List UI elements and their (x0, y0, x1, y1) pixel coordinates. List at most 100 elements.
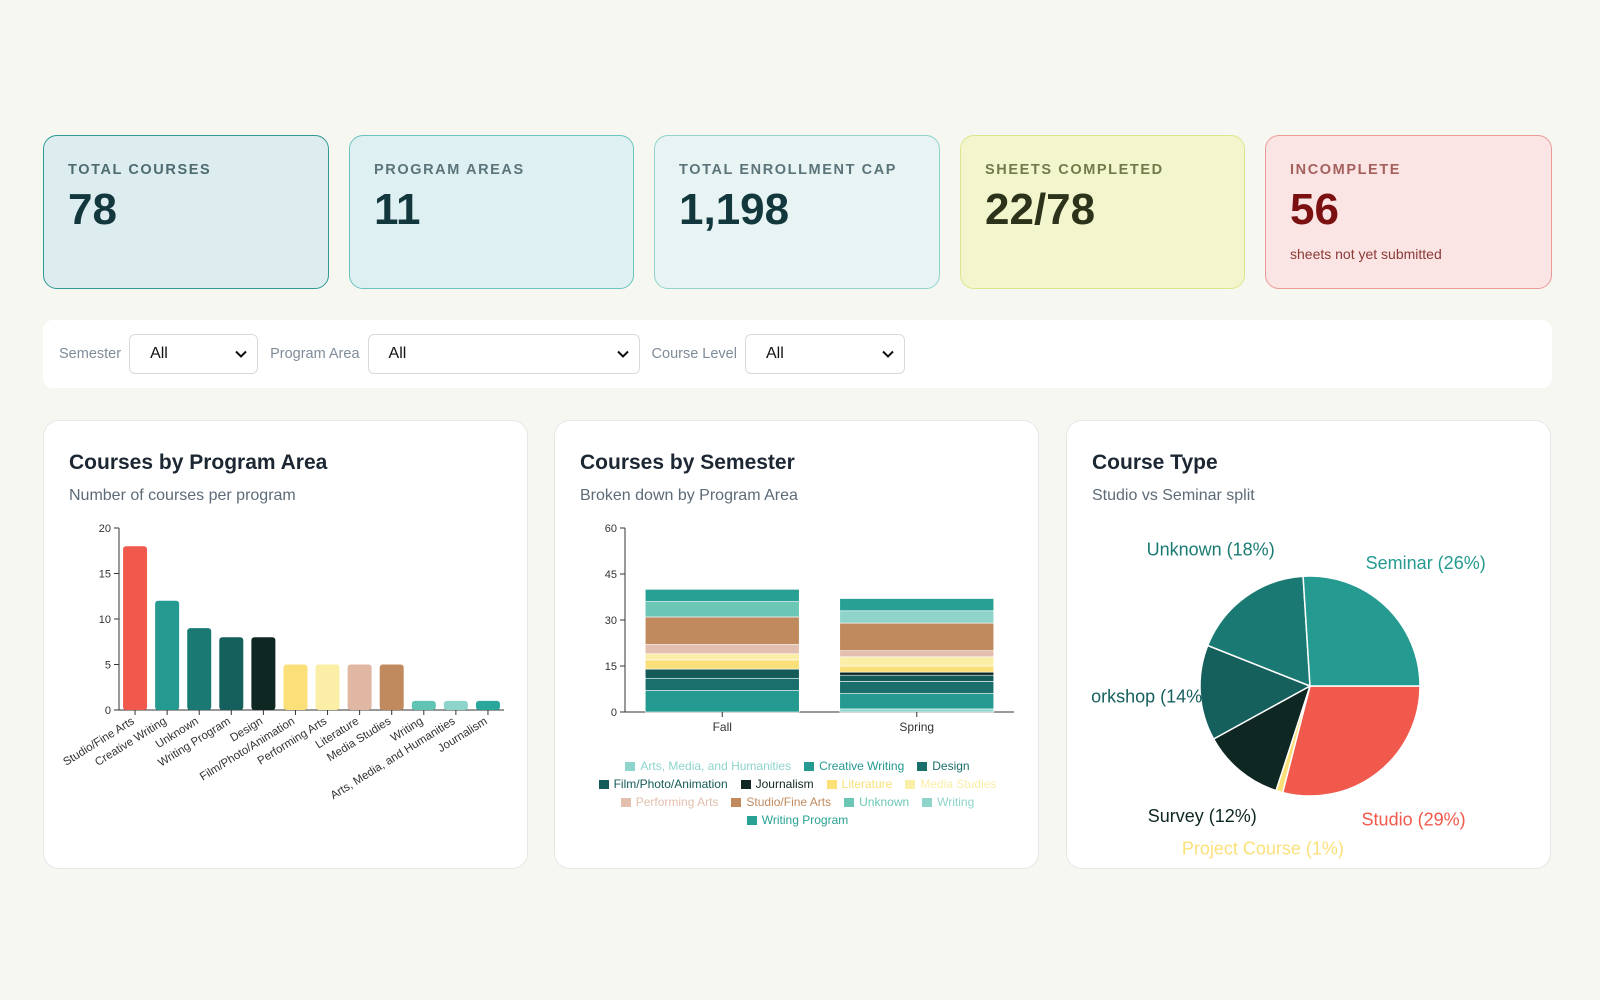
y-tick-label: 15 (605, 661, 617, 673)
legend-swatch (844, 798, 855, 807)
stack-segment (839, 598, 995, 612)
pie-label: Seminar (26%) (1366, 553, 1486, 573)
bar (379, 664, 404, 710)
legend-label: Arts, Media, and Humanities (640, 759, 792, 773)
card-subtitle: Studio vs Seminar split (1092, 487, 1255, 504)
course-type-pie-chart: Studio (29%) Project Course (1%) Survey (1… (1092, 539, 1486, 858)
legend-item: Unknown (844, 795, 909, 810)
card-title: Courses by Semester (580, 451, 795, 474)
program-filter-label: Program Area (270, 346, 360, 362)
y-tick-label: 45 (605, 569, 617, 581)
legend-swatch (620, 798, 631, 807)
legend-label: Journalism (755, 777, 814, 791)
stack-segment (644, 589, 800, 602)
semester-stacked-bar-chart: 0 15 30 45 60 Fall Spring (605, 523, 1014, 734)
legend-swatch (731, 798, 742, 807)
semester-select[interactable]: All (129, 334, 259, 374)
stack-segment (644, 644, 800, 655)
legend-swatch (804, 762, 815, 771)
bar (443, 700, 468, 710)
card-subtitle: Number of courses per program (69, 487, 296, 504)
stack-segment (839, 671, 995, 676)
bar (475, 700, 500, 710)
stack-segment (839, 650, 995, 658)
legend-label: Performing Arts (635, 795, 719, 809)
pie-slice (1206, 575, 1311, 688)
stack-segment (839, 656, 995, 667)
bar (315, 664, 340, 710)
kpi-incomplete: INCOMPLETE 56 sheets not yet submitted (1265, 135, 1552, 289)
pie-label: Survey (12%) (1148, 806, 1257, 826)
legend-item: Writing Program (746, 813, 848, 828)
stack-segment (839, 708, 995, 713)
kpi-label: SHEETS COMPLETED (985, 162, 1164, 178)
legend-swatch (746, 816, 757, 825)
bar (219, 637, 244, 710)
semester-legend: Arts, Media, and Humanities Creative Writ… (570, 759, 1025, 828)
stack-segment (839, 681, 995, 694)
pie-label: Unknown (18%) (1147, 539, 1275, 559)
legend-label: Film/Photo/Animation (613, 777, 728, 791)
course-level-select[interactable]: All (744, 334, 905, 374)
stack-segment (839, 665, 995, 673)
kpi-value: 78 (68, 185, 117, 234)
stack-segment (644, 616, 800, 645)
x-tick-label: Fall (713, 720, 732, 734)
legend-swatch (740, 780, 751, 789)
legend-item: Film/Photo/Animation (598, 777, 728, 792)
y-tick-label: 10 (99, 614, 111, 626)
pie-slice (1212, 684, 1312, 792)
y-tick-label: 60 (605, 523, 617, 535)
filter-bar: Semester All Program Area All Course Lev… (43, 320, 1552, 388)
legend-label: Design (932, 759, 970, 773)
program-area-select[interactable]: All (367, 334, 640, 374)
legend-item: Writing (922, 795, 974, 810)
chevron-down-icon (616, 350, 629, 358)
program-select-value: All (388, 345, 407, 362)
pie-slice (1199, 644, 1312, 741)
pie-slice (1281, 685, 1421, 797)
kpi-total-courses: TOTAL COURSES 78 (43, 135, 329, 289)
pie-label: Studio (29%) (1362, 810, 1466, 830)
bar (187, 628, 212, 710)
semester-select-value: All (150, 345, 168, 362)
legend-item: Literature (826, 777, 892, 792)
legend-item: Performing Arts (620, 795, 719, 810)
semester-filter-label: Semester (59, 346, 122, 362)
legend-swatch (917, 762, 928, 771)
stack-segment (644, 677, 800, 691)
card-subtitle: Broken down by Program Area (580, 487, 798, 504)
y-tick-label: 0 (611, 707, 617, 719)
chevron-down-icon (882, 350, 894, 358)
y-tick-label: 20 (99, 523, 111, 535)
bar (155, 600, 180, 710)
legend-label: Studio/Fine Arts (746, 795, 832, 809)
legend-label: Unknown (859, 795, 910, 809)
stack-segment (644, 659, 800, 670)
bar (347, 664, 372, 710)
x-tick-label: Spring (899, 720, 934, 734)
bar (251, 637, 276, 710)
level-select-value: All (765, 345, 784, 362)
stack-segment (644, 690, 800, 713)
pie-label: Project Course (1%) (1182, 838, 1344, 858)
card-title: Course Type (1092, 451, 1218, 474)
legend-label: Creative Writing (819, 759, 905, 773)
kpi-value: 11 (374, 185, 421, 234)
legend-swatch (598, 780, 609, 789)
legend-label: Media Studies (920, 777, 997, 791)
stack-segment (839, 610, 995, 624)
stack-segment (644, 601, 800, 618)
kpi-value: 56 (1290, 185, 1339, 234)
legend-item: Arts, Media, and Humanities (625, 759, 791, 774)
bar (123, 546, 148, 710)
stack-segment (839, 693, 995, 710)
chevron-down-icon (235, 350, 247, 358)
bar (411, 700, 436, 710)
program-area-card: Courses by Program Area Number of course… (43, 420, 528, 869)
pie-group: Studio (29%) Project Course (1%) Survey (1… (1092, 539, 1486, 858)
kpi-label: TOTAL ENROLLMENT CAP (679, 162, 898, 178)
legend-swatch (625, 762, 636, 771)
stack-segment (644, 653, 800, 661)
y-tick-label: 5 (105, 660, 111, 672)
